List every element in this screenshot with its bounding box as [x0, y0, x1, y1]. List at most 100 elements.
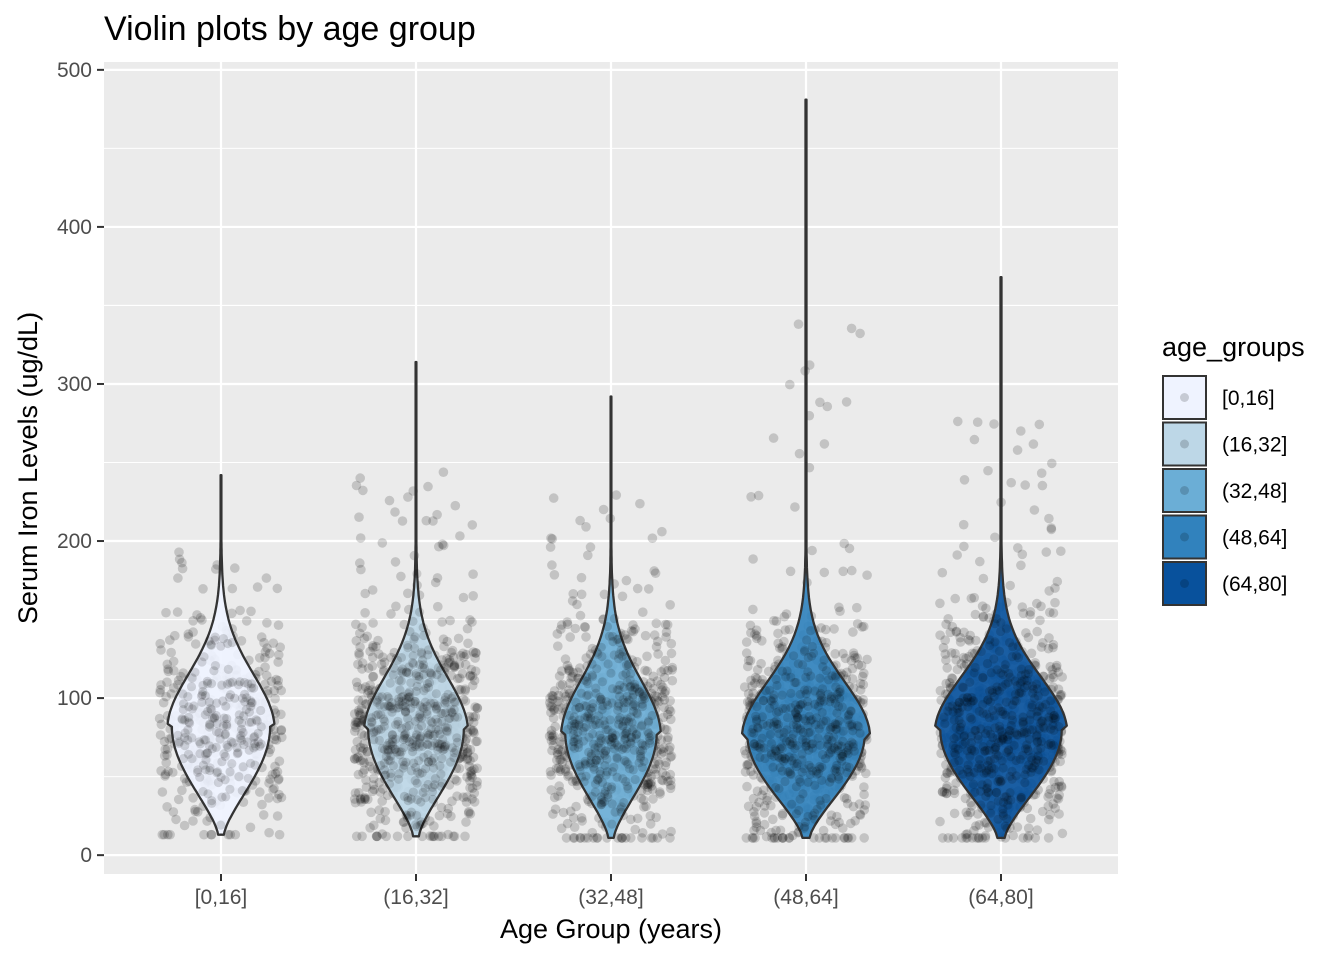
jitter-point — [421, 515, 432, 526]
jitter-point — [645, 819, 656, 829]
jitter-point — [197, 615, 207, 625]
jitter-point — [470, 702, 481, 712]
jitter-point — [234, 710, 244, 720]
jitter-point — [163, 766, 173, 777]
jitter-point — [465, 776, 475, 786]
jitter-point — [661, 627, 672, 637]
jitter-point — [272, 583, 283, 594]
jitter-point — [256, 632, 267, 642]
jitter-point — [355, 709, 366, 719]
jitter-point — [412, 569, 422, 579]
jitter-point — [816, 695, 826, 706]
jitter-point — [546, 735, 557, 746]
jitter-point — [349, 709, 360, 719]
jitter-point — [601, 735, 611, 745]
jitter-point — [548, 713, 559, 723]
jitter-point — [970, 787, 980, 798]
jitter-point — [829, 624, 839, 634]
jitter-point — [192, 610, 202, 620]
jitter-point — [576, 813, 587, 823]
jitter-point — [1052, 576, 1063, 587]
jitter-point — [649, 566, 659, 576]
jitter-point — [454, 659, 465, 670]
jitter-point — [353, 659, 363, 670]
jitter-point — [959, 541, 969, 552]
jitter-point — [274, 789, 284, 800]
y-tick-label: 200 — [57, 530, 92, 553]
jitter-point — [365, 761, 375, 772]
jitter-point — [472, 703, 483, 713]
jitter-point — [551, 763, 562, 774]
jitter-point — [436, 831, 447, 842]
jitter-point — [550, 721, 560, 732]
jitter-point — [819, 655, 829, 665]
jitter-point — [546, 707, 556, 718]
jitter-point — [375, 813, 386, 824]
jitter-point — [545, 698, 555, 708]
jitter-point — [983, 787, 993, 797]
jitter-point — [211, 564, 221, 574]
jitter-point — [1007, 766, 1017, 776]
jitter-point — [645, 678, 656, 688]
jitter-point — [423, 481, 433, 492]
jitter-point — [655, 787, 665, 797]
jitter-point — [607, 819, 617, 829]
jitter-point — [227, 759, 237, 769]
jitter-point — [162, 802, 172, 812]
jitter-point — [665, 775, 676, 786]
jitter-point — [363, 685, 374, 696]
jitter-point — [777, 642, 788, 652]
jitter-point — [354, 648, 364, 658]
legend-key-point — [1180, 393, 1189, 402]
jitter-point — [637, 833, 647, 843]
jitter-point — [468, 725, 478, 736]
jitter-point — [839, 538, 849, 549]
jitter-point — [969, 668, 979, 678]
jitter-point — [272, 811, 283, 821]
legend-label: (32,48] — [1222, 480, 1287, 503]
jitter-point — [833, 701, 844, 712]
jitter-point — [241, 616, 252, 626]
y-axis-title: Serum Iron Levels (ug/dL) — [13, 312, 43, 624]
jitter-point — [601, 746, 611, 756]
jitter-point — [641, 801, 651, 812]
jitter-point — [755, 744, 766, 754]
jitter-point — [1032, 626, 1042, 637]
jitter-point — [666, 638, 677, 649]
jitter-point — [651, 618, 662, 629]
jitter-point — [428, 516, 438, 526]
jitter-point — [618, 695, 628, 705]
jitter-point — [1032, 825, 1043, 835]
jitter-point — [549, 704, 559, 714]
jitter-point — [403, 492, 413, 502]
jitter-point — [750, 678, 760, 688]
jitter-point — [352, 682, 363, 692]
jitter-point — [803, 667, 813, 677]
jitter-point — [847, 721, 857, 731]
jitter-point — [859, 789, 869, 800]
jitter-point — [637, 828, 648, 838]
jitter-point — [567, 596, 578, 606]
jitter-point — [390, 557, 401, 567]
jitter-point — [425, 729, 435, 740]
jitter-point — [560, 766, 571, 777]
jitter-point — [356, 564, 366, 575]
jitter-point — [659, 688, 670, 698]
jitter-point — [254, 787, 265, 797]
jitter-point — [1041, 699, 1051, 710]
jitter-point — [230, 563, 240, 573]
jitter-point — [463, 747, 473, 757]
jitter-point — [665, 769, 676, 780]
jitter-point — [355, 793, 366, 804]
jitter-point — [779, 611, 790, 622]
jitter-point — [352, 736, 363, 747]
jitter-point — [560, 764, 571, 774]
jitter-point — [204, 636, 214, 646]
jitter-point — [471, 736, 481, 747]
jitter-point — [616, 833, 627, 843]
jitter-point — [1032, 731, 1042, 741]
jitter-point — [1043, 833, 1054, 843]
jitter-point — [211, 727, 222, 737]
jitter-point — [363, 688, 373, 698]
jitter-point — [357, 746, 367, 756]
